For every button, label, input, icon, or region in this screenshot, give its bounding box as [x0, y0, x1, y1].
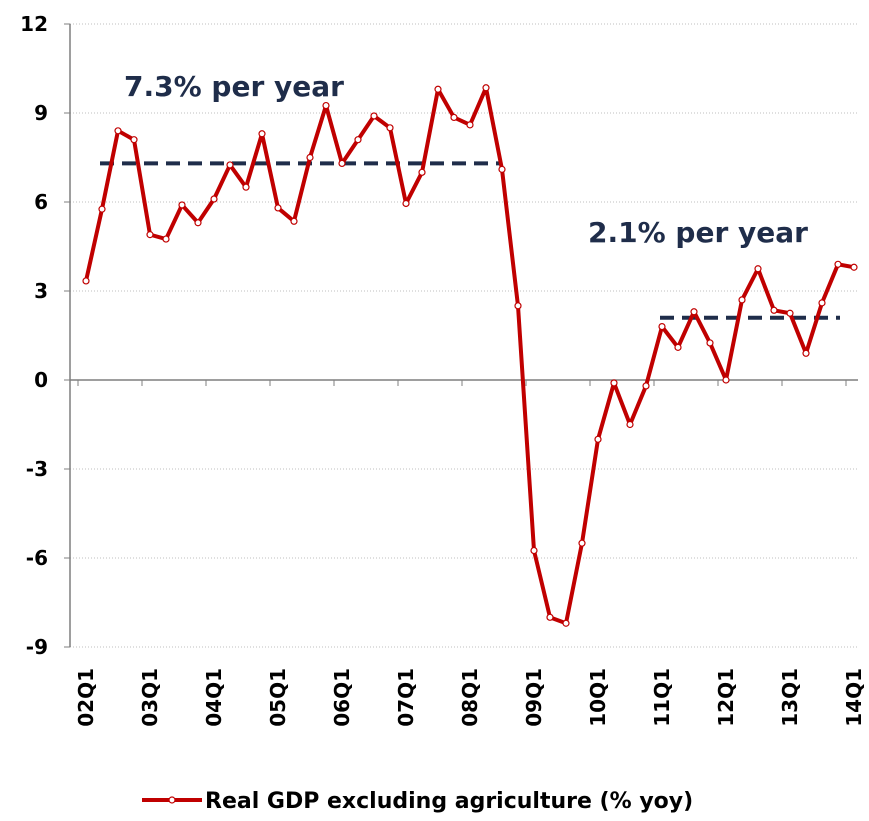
series-marker	[770, 306, 778, 314]
series-marker	[290, 217, 298, 225]
series-marker	[306, 153, 314, 162]
series-marker	[210, 195, 218, 203]
series-marker	[594, 435, 602, 443]
series-marker	[82, 277, 90, 285]
y-tick-label: 3	[34, 279, 48, 303]
x-tick-label: 10Q1	[586, 668, 610, 727]
series-marker	[706, 339, 714, 347]
series-marker	[610, 379, 618, 387]
series-marker	[482, 84, 490, 92]
series-marker	[338, 159, 346, 168]
series-marker	[258, 130, 266, 138]
y-tick-label: -9	[26, 635, 48, 659]
series-marker	[98, 205, 106, 213]
series-marker	[386, 124, 394, 132]
x-tick-label: 02Q1	[74, 668, 98, 727]
series-marker	[546, 613, 554, 621]
x-tick-label: 05Q1	[266, 668, 290, 727]
series-marker	[642, 382, 650, 390]
x-tick-label: 13Q1	[778, 668, 802, 727]
y-tick-label: -6	[26, 546, 48, 570]
series-marker	[242, 183, 250, 191]
y-tick-label: 12	[20, 12, 48, 36]
series-marker	[402, 199, 410, 208]
series-marker	[690, 308, 698, 316]
x-tick-label: 07Q1	[394, 668, 418, 727]
series-marker	[738, 296, 746, 304]
y-tick-label: -3	[26, 457, 48, 481]
series-marker	[514, 302, 522, 310]
series-marker	[562, 619, 570, 627]
series-marker	[450, 113, 458, 122]
series-marker	[418, 168, 426, 176]
series-marker	[658, 323, 666, 331]
annotation: 7.3% per year	[124, 70, 344, 103]
series-marker	[498, 165, 506, 173]
y-tick-label: 0	[34, 368, 48, 392]
x-tick-label: 11Q1	[650, 668, 674, 727]
series-marker	[162, 235, 170, 243]
series-marker	[466, 121, 474, 129]
legend-marker	[168, 796, 176, 804]
series-marker	[722, 376, 730, 384]
series-marker	[194, 219, 202, 227]
series-marker	[578, 539, 586, 547]
series-marker	[754, 265, 762, 273]
series-marker	[114, 127, 122, 135]
series-marker	[178, 201, 186, 209]
y-tick-label: 6	[34, 190, 48, 214]
series-marker	[146, 231, 154, 239]
y-tick-label: 9	[34, 101, 48, 125]
series-marker	[354, 136, 362, 144]
series-marker	[322, 101, 330, 110]
x-tick-label: 08Q1	[458, 668, 482, 727]
series-marker	[626, 420, 634, 429]
series-marker	[434, 85, 442, 93]
series-line	[84, 85, 855, 626]
x-tick-label: 04Q1	[202, 668, 226, 727]
x-tick-label: 03Q1	[138, 668, 162, 727]
series-marker	[850, 263, 858, 271]
series-marker	[802, 349, 810, 357]
series-marker	[274, 204, 282, 212]
series-marker	[818, 299, 826, 307]
series-marker	[370, 112, 378, 120]
series-marker	[786, 309, 794, 317]
series-marker	[226, 161, 234, 169]
x-tick-label: 14Q1	[842, 668, 866, 727]
series-marker	[130, 136, 138, 144]
x-tick-label: 12Q1	[714, 668, 738, 727]
legend-label: Real GDP excluding agriculture (% yoy)	[205, 789, 693, 814]
x-tick-label: 06Q1	[330, 668, 354, 727]
series-marker	[674, 343, 682, 351]
x-tick-label: 09Q1	[522, 668, 546, 727]
series-marker	[834, 260, 842, 268]
annotation: 2.1% per year	[588, 216, 808, 249]
series-marker	[530, 546, 538, 555]
